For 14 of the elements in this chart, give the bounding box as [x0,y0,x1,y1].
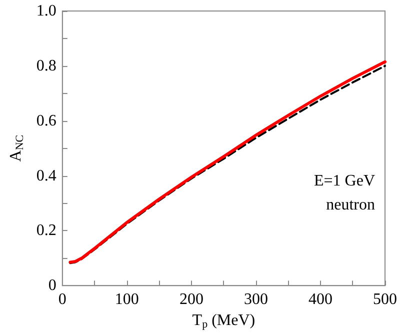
x-tick-label: 100 [114,291,139,308]
y-axis-title: ANC [8,134,26,162]
y-tick-label: 0.4 [36,167,56,184]
y-tick-label: 0.8 [36,57,56,74]
x-tick-label: 400 [308,291,332,308]
y-tick-label: 0 [48,277,56,294]
annotation: E=1 GeV [314,172,376,190]
x-tick-label: 200 [179,291,204,308]
y-tick-label: 0.6 [36,112,56,130]
x-tick-label: 500 [373,291,397,308]
y-tick-label: 1.0 [36,2,56,20]
y-tick-label: 0.2 [36,222,56,240]
annotation: neutron [326,196,375,214]
x-tick-label: 300 [244,291,268,308]
